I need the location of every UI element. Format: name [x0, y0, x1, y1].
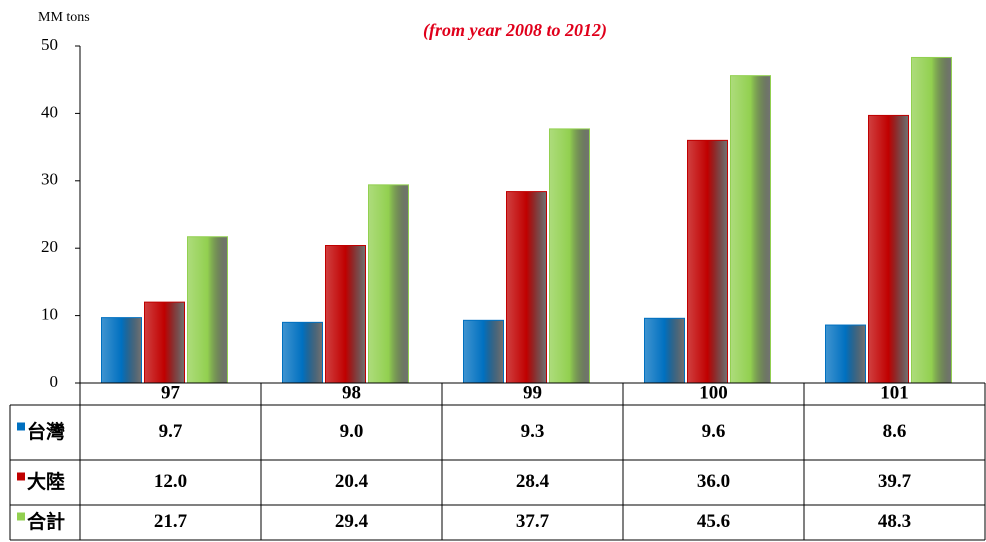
bar — [731, 76, 771, 383]
value-label: 29.4 — [335, 511, 369, 532]
value-label: 45.6 — [697, 511, 730, 532]
value-label: 48.3 — [878, 511, 911, 532]
bar — [507, 192, 547, 383]
legend-swatch — [17, 423, 25, 431]
y-tick-label: 0 — [50, 372, 59, 391]
value-label: 12.0 — [154, 471, 187, 492]
legend-swatch — [17, 473, 25, 481]
y-tick-label: 50 — [41, 35, 58, 54]
chart: (from year 2008 to 2012) MM tons 0 10 20 30… — [0, 0, 986, 542]
bar — [912, 57, 952, 383]
x-tick-label: 98 — [342, 382, 361, 403]
x-tick-label: 97 — [161, 382, 181, 403]
value-label: 28.4 — [516, 471, 550, 492]
bar — [102, 318, 142, 383]
bar — [550, 129, 590, 383]
y-tick-label: 20 — [41, 237, 58, 256]
legend-label: 大陸 — [27, 470, 65, 493]
bar — [688, 140, 728, 383]
value-label: 9.3 — [521, 421, 545, 442]
legend-label: 合計 — [27, 510, 65, 533]
chart-title: (from year 2008 to 2012) — [423, 20, 607, 41]
y-tick-label: 10 — [41, 305, 58, 324]
x-tick-label: 99 — [523, 382, 542, 403]
value-label: 37.7 — [516, 511, 550, 532]
bar — [145, 302, 185, 383]
y-axis-label: MM tons — [38, 10, 90, 25]
value-label: 21.7 — [154, 511, 188, 532]
y-tick-label: 40 — [41, 102, 58, 121]
bar — [369, 185, 409, 383]
x-tick-label: 101 — [880, 382, 909, 403]
legend-label: 台灣 — [27, 420, 65, 443]
bar — [188, 237, 228, 383]
value-label: 9.6 — [702, 421, 726, 442]
value-label: 9.7 — [159, 421, 183, 442]
value-label: 9.0 — [340, 421, 364, 442]
value-label: 36.0 — [697, 471, 730, 492]
legend-swatch — [17, 513, 25, 521]
bar — [869, 115, 909, 383]
bar — [283, 322, 323, 383]
bar — [464, 320, 504, 383]
x-tick-label: 100 — [699, 382, 728, 403]
y-tick-label: 30 — [41, 170, 58, 189]
bar — [326, 246, 366, 383]
bar — [645, 318, 685, 383]
value-label: 8.6 — [883, 421, 907, 442]
bar — [826, 325, 866, 383]
value-label: 20.4 — [335, 471, 369, 492]
value-label: 39.7 — [878, 471, 912, 492]
